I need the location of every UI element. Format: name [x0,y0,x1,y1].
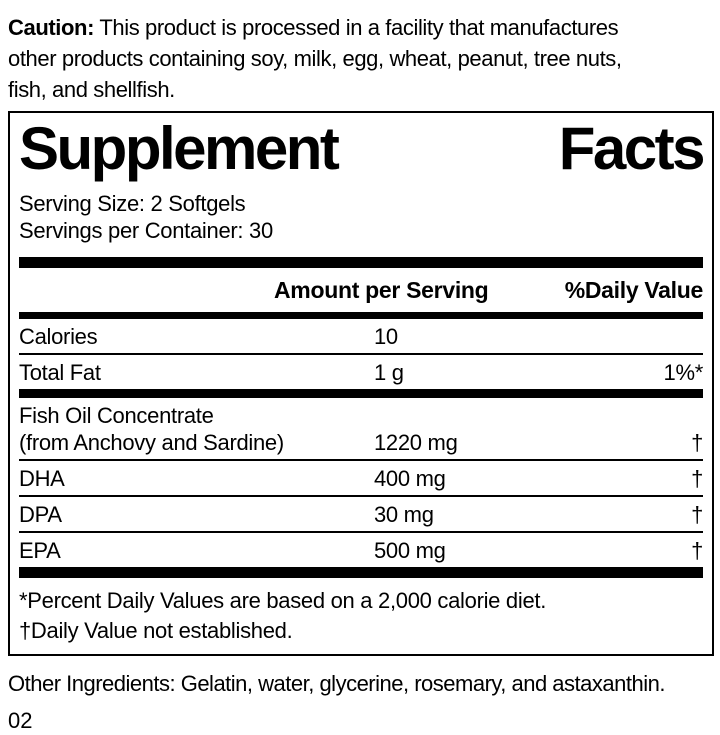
table-row-dha: DHA 400 mg † [19,461,703,497]
panel-title: Supplement Facts [19,113,706,183]
caution-line-1-text: This product is processed in a facility … [99,15,619,40]
nutrient-amount: 10 [374,324,398,349]
nutrient-daily-value: † [691,430,703,455]
footnote-percent-daily-value: *Percent Daily Values are based on a 2,0… [19,588,547,613]
table-row-total-fat: Total Fat 1 g 1%* [19,355,703,389]
nutrient-amount: 1220 mg [374,430,458,455]
amount-per-serving-header: Amount per Serving [274,277,489,303]
footnotes: *Percent Daily Values are based on a 2,0… [19,578,703,646]
table-row-calories: Calories 10 [19,319,703,355]
caution-line-3: fish, and shellfish. [8,77,175,102]
nutrient-amount: 500 mg [374,538,446,563]
servings-per-container: Servings per Container: 30 [19,218,273,243]
divider-bar-mid [19,389,703,398]
caution-text: Caution: This product is processed in a … [8,12,714,105]
nutrient-name: Fish Oil Concentrate (from Anchovy and S… [19,402,374,456]
nutrient-name-line-2: (from Anchovy and Sardine) [19,430,284,455]
nutrient-daily-value: 1%* [663,360,704,385]
nutrient-name: EPA [19,538,61,563]
nutrient-name: DHA [19,466,65,491]
nutrient-daily-value: † [691,538,703,563]
table-row-fish-oil: Fish Oil Concentrate (from Anchovy and S… [19,398,703,461]
nutrient-name-line-1: Fish Oil Concentrate [19,403,214,428]
divider-bar-bottom [19,567,703,578]
divider-bar-top [19,257,703,268]
nutrient-daily-value: † [691,502,703,527]
serving-size: Serving Size: 2 Softgels [19,191,246,216]
supplement-facts-panel: Supplement Facts Serving Size: 2 Softgel… [8,111,714,656]
nutrient-amount: 1 g [374,360,404,385]
nutrient-daily-value: † [691,466,703,491]
divider-bar-header [19,312,703,319]
table-row-dpa: DPA 30 mg † [19,497,703,533]
caution-line-1: Caution: This product is processed in a … [8,12,714,43]
nutrient-name: Total Fat [19,360,101,385]
nutrient-name: Calories [19,324,98,349]
title-word-facts: Facts [558,115,706,182]
nutrient-amount: 400 mg [374,466,446,491]
footnote-daily-value-not-established: †Daily Value not established. [19,618,293,643]
caution-label: Caution: [8,15,95,40]
table-row-epa: EPA 500 mg † [19,533,703,567]
table-header-row: Amount per Serving %Daily Value [19,268,703,312]
nutrient-name: DPA [19,502,62,527]
nutrient-amount: 30 mg [374,502,434,527]
daily-value-header: %Daily Value [564,277,704,303]
other-ingredients: Other Ingredients: Gelatin, water, glyce… [8,671,665,696]
page-number: 02 [8,708,33,733]
title-word-supplement: Supplement [19,115,340,182]
caution-line-2: other products containing soy, milk, egg… [8,46,622,71]
